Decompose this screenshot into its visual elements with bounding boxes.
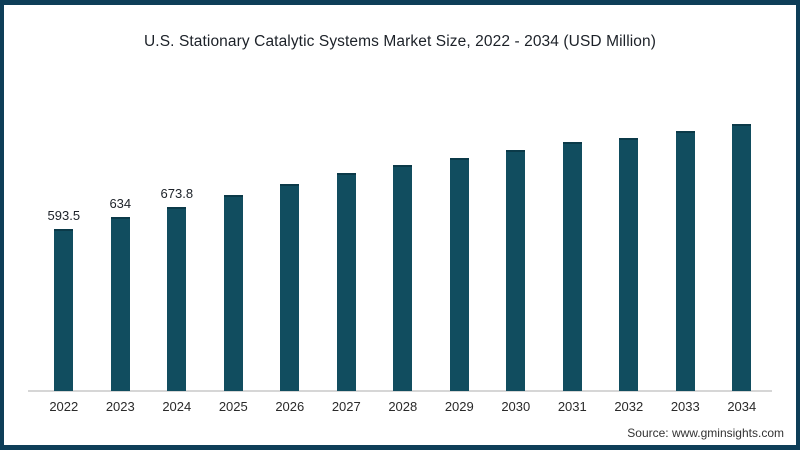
bar-2026 xyxy=(280,183,300,391)
x-tick-label-2027: 2027 xyxy=(331,399,361,414)
bar-2031 xyxy=(562,142,582,391)
x-tick-label-2032: 2032 xyxy=(614,399,644,414)
x-tick-label-2022: 2022 xyxy=(49,399,79,414)
x-tick-label-2026: 2026 xyxy=(275,399,305,414)
bar-2034 xyxy=(732,124,752,391)
x-tick-label-2029: 2029 xyxy=(444,399,474,414)
bar-2030 xyxy=(506,150,526,391)
chart-title: U.S. Stationary Catalytic Systems Market… xyxy=(144,33,656,50)
x-tick-label-2030: 2030 xyxy=(501,399,531,414)
x-tick-label-2033: 2033 xyxy=(670,399,700,414)
x-tick-label-2031: 2031 xyxy=(557,399,587,414)
bar-2029 xyxy=(449,157,469,391)
x-tick-label-2034: 2034 xyxy=(727,399,757,414)
x-tick-label-2025: 2025 xyxy=(218,399,248,414)
value-label-2024: 673.8 xyxy=(160,185,194,201)
bar-2024 xyxy=(167,206,187,391)
source-attribution: Source: www.gminsights.com xyxy=(627,426,784,440)
value-label-2022: 593.5 xyxy=(47,207,81,223)
bar-2028 xyxy=(393,165,413,391)
x-tick-label-2028: 2028 xyxy=(388,399,418,414)
x-tick-label-2024: 2024 xyxy=(162,399,192,414)
bar-2022 xyxy=(54,228,74,391)
bar-2027 xyxy=(336,173,356,391)
value-label-2023: 634 xyxy=(109,196,132,212)
bar-2025 xyxy=(223,195,243,391)
bar-2032 xyxy=(619,137,639,391)
x-tick-label-2023: 2023 xyxy=(105,399,135,414)
bar-2023 xyxy=(110,217,130,391)
bar-2033 xyxy=(675,130,695,391)
